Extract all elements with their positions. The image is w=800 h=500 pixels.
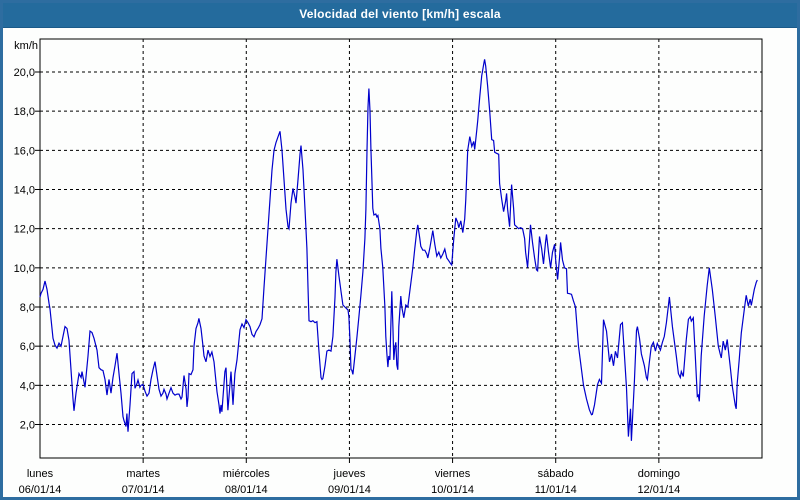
y-tick-label: 16,0 [14,145,35,157]
x-day-label: sábado [538,468,574,480]
y-tick-label: 2,0 [20,420,35,432]
y-tick-label: 18,0 [14,106,35,118]
x-date-label: 10/01/14 [431,484,474,496]
y-tick-label: 8,0 [20,302,35,314]
x-date-label: 06/01/14 [19,484,62,496]
plot-border [39,38,763,459]
x-date-label: 11/01/14 [535,484,577,496]
y-tick-label: 12,0 [14,224,35,236]
chart-title: Velocidad del viento [km/h] escala [299,6,501,21]
title-bar: Velocidad del viento [km/h] escala [0,0,800,28]
x-date-label: 08/01/14 [225,484,268,496]
x-day-label: miércoles [223,468,271,480]
x-day-label: viernes [435,468,471,480]
x-date-label: 07/01/14 [122,484,165,496]
x-day-label: lunes [27,468,54,480]
y-tick-label: 20,0 [14,67,35,79]
y-tick-label: 4,0 [20,380,35,392]
y-tick-label: 14,0 [14,185,35,197]
x-date-label: 12/01/14 [637,484,680,496]
wind-speed-line [39,59,758,441]
x-day-label: martes [126,468,160,480]
y-axis-unit-label: km/h [14,40,38,52]
x-day-label: domingo [638,468,680,480]
y-tick-label: 10,0 [14,263,35,275]
x-day-label: jueves [333,468,366,480]
y-tick-label: 6,0 [20,341,35,353]
x-date-label: 09/01/14 [328,484,371,496]
